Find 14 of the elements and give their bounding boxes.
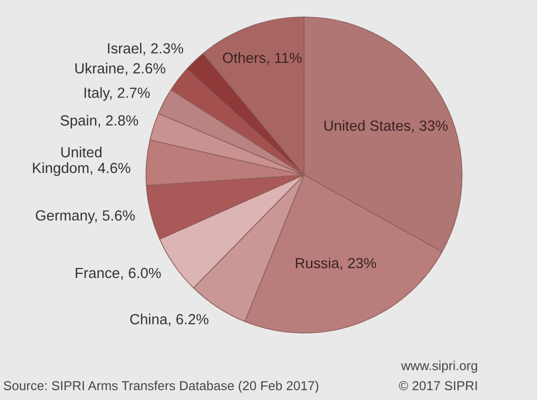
source-note: Source: SIPRI Arms Transfers Database (20 Feb 2017) [4,380,318,393]
slice-label: Germany, 5.6% [36,210,135,224]
slice-label: Others, 11% [222,52,302,65]
text: © 2017 SIPRI [398,381,477,390]
text: www.sipri.org [401,360,478,373]
slice-label: Spain, 2.8% [60,114,138,129]
slice-label: United States, 33% [324,120,448,133]
slice-label: China, 6.2% [130,314,208,326]
slice-label: Russia, 23% [296,258,376,270]
slice-label: Ukraine, 2.6% [75,62,166,76]
slice-label: Italy, 2.7% [84,87,150,101]
slice-label: United Kingdom, 4.6% [33,146,130,176]
slice-label: France, 6.0% [76,268,161,280]
slice-label: Israel, 2.3% [108,42,184,56]
